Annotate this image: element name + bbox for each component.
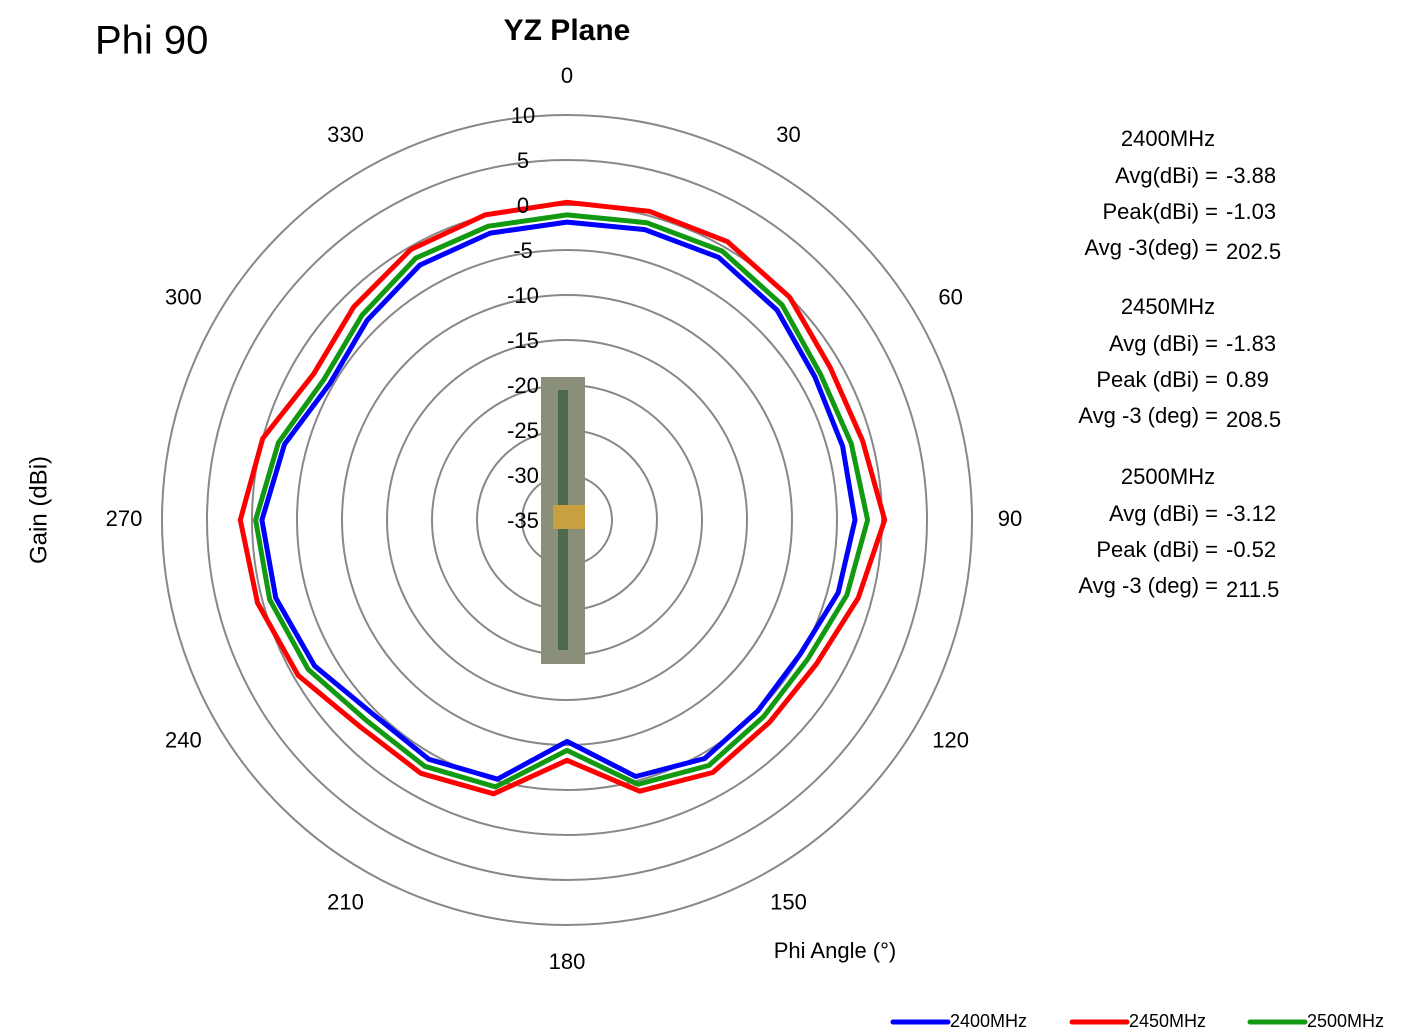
stats-value: -1.03 (1226, 199, 1276, 224)
stats-value: -3.88 (1226, 163, 1276, 188)
legend-label: 2400MHz (950, 1011, 1027, 1031)
legend-label: 2500MHz (1307, 1011, 1384, 1031)
r-tick-label: 0 (517, 193, 529, 218)
stats-label: Avg (dBi) = (1109, 501, 1218, 526)
stats-value: -1.83 (1226, 331, 1276, 356)
stats-header: 2400MHz (1121, 126, 1215, 151)
stats-header: 2500MHz (1121, 464, 1215, 489)
stats-value: -0.52 (1226, 537, 1276, 562)
r-tick-label: -15 (507, 328, 539, 353)
y-axis-label: Gain (dBi) (25, 456, 52, 564)
chart-subtitle: Phi 90 (95, 19, 208, 63)
stats-value: 202.5 (1226, 239, 1281, 264)
chart-title: YZ Plane (504, 14, 631, 47)
stats-label: Avg -3(deg) = (1084, 235, 1218, 260)
theta-tick-label: 30 (776, 122, 800, 147)
stats-label: Peak (dBi) = (1096, 537, 1218, 562)
r-tick-label: 5 (517, 148, 529, 173)
r-tick-label: -35 (507, 508, 539, 533)
stats-label: Avg -3 (deg) = (1078, 403, 1218, 428)
stats-value: 211.5 (1226, 577, 1279, 602)
stats-label: Avg (dBi) = (1109, 331, 1218, 356)
theta-tick-label: 300 (165, 284, 202, 309)
stats-label: Avg(dBi) = (1115, 163, 1218, 188)
r-tick-label: -20 (507, 373, 539, 398)
r-tick-label: -25 (507, 418, 539, 443)
theta-tick-label: 90 (998, 506, 1022, 531)
legend-label: 2450MHz (1129, 1011, 1206, 1031)
theta-tick-label: 180 (549, 949, 586, 974)
r-tick-label: -10 (507, 283, 539, 308)
stats-label: Avg -3 (deg) = (1078, 573, 1218, 598)
theta-tick-label: 330 (327, 122, 364, 147)
stats-label: Peak(dBi) = (1102, 199, 1218, 224)
chart: Phi 90 YZ Plane Gain (dBi) Phi Angle (°)… (0, 0, 1409, 1032)
theta-tick-label: 60 (938, 284, 962, 309)
r-tick-label: 10 (511, 103, 535, 128)
theta-tick-label: 240 (165, 727, 202, 752)
r-tick-label: -5 (513, 238, 533, 263)
stats-value: 0.89 (1226, 367, 1269, 392)
theta-tick-label: 210 (327, 889, 364, 914)
stats-value: -3.12 (1226, 501, 1276, 526)
theta-tick-label: 120 (932, 727, 969, 752)
stats-value: 208.5 (1226, 407, 1281, 432)
antenna-connector (553, 505, 585, 529)
r-tick-label: -30 (507, 463, 539, 488)
stats-header: 2450MHz (1121, 294, 1215, 319)
stats-label: Peak (dBi) = (1096, 367, 1218, 392)
theta-tick-label: 270 (106, 506, 143, 531)
theta-tick-label: 0 (561, 63, 573, 88)
x-axis-label: Phi Angle (°) (774, 938, 897, 963)
theta-tick-label: 150 (770, 889, 807, 914)
